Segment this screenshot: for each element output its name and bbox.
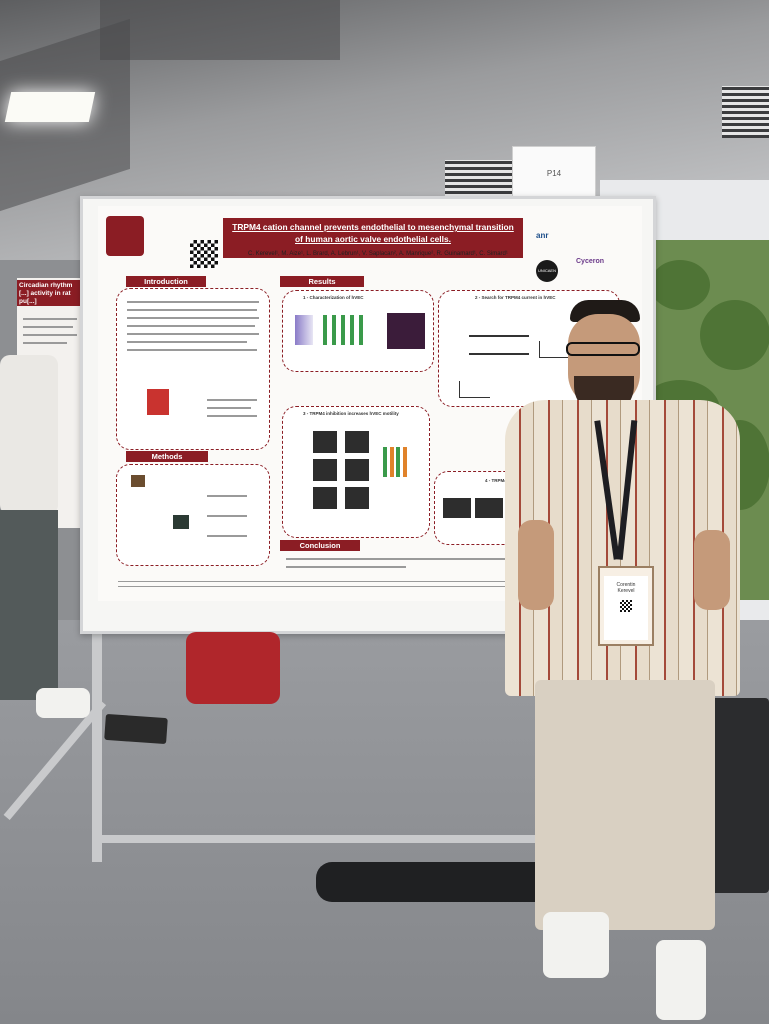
section-results: Results — [280, 276, 364, 287]
introduction-box — [116, 288, 270, 450]
anr-logo: anr — [536, 231, 549, 240]
presenter-arm — [694, 530, 730, 610]
conference-logo — [106, 216, 144, 256]
name-badge: Corentin Kerevel — [598, 566, 654, 646]
result-1-box: 1 - Characterization of hVEC — [282, 290, 434, 372]
presenter-shoe-left — [543, 912, 609, 978]
result-3-box: 3 - TRPM4 inhibition increases hVEC moti… — [282, 406, 430, 538]
glasses-icon — [566, 342, 640, 356]
left-poster-title: Circadian rhythm [...] activity in rat p… — [17, 280, 83, 306]
poster-tube — [316, 862, 572, 902]
air-vent — [445, 160, 513, 200]
unicaen-logo: UNICAEN — [536, 260, 558, 282]
qr-code-icon — [190, 240, 218, 268]
left-person-shirt — [0, 355, 58, 515]
left-person-pants — [0, 510, 58, 700]
poster-authors: C. Kerevel¹, M. Aize¹, L. Brard, A. Lebr… — [248, 251, 508, 257]
badge-first-name: Corentin — [616, 582, 636, 588]
poster-title: TRPM4 cation channel prevents endothelia… — [223, 218, 523, 258]
ceiling-panel — [100, 0, 340, 60]
air-vent — [722, 86, 769, 138]
presenter-shoe-right — [656, 940, 706, 1020]
section-methods: Methods — [126, 451, 208, 462]
presenter-pants — [535, 680, 715, 930]
badge-qr-icon — [620, 600, 632, 612]
result-2-title: 2 - Search for TRPM4 current in hVEC — [475, 295, 556, 300]
room-sign: P14 — [512, 146, 596, 202]
channel-diagram-icon — [147, 389, 169, 415]
section-introduction: Introduction — [126, 276, 206, 287]
easel-leg — [92, 620, 102, 862]
ceiling-light — [4, 92, 96, 122]
presenter-arm — [518, 520, 554, 610]
badge-last-name: Kerevel — [617, 588, 635, 594]
methods-box — [116, 464, 270, 566]
tablet — [104, 713, 168, 745]
left-person-shoe — [36, 688, 90, 718]
cyceron-logo: Cyceron — [576, 258, 605, 265]
backpack — [186, 632, 280, 704]
result-1-title: 1 - Characterization of hVEC — [303, 295, 364, 300]
easel-base — [100, 835, 560, 843]
section-conclusion: Conclusion — [280, 540, 360, 551]
result-3-title: 3 - TRPM4 inhibition increases hVEC moti… — [303, 411, 399, 416]
